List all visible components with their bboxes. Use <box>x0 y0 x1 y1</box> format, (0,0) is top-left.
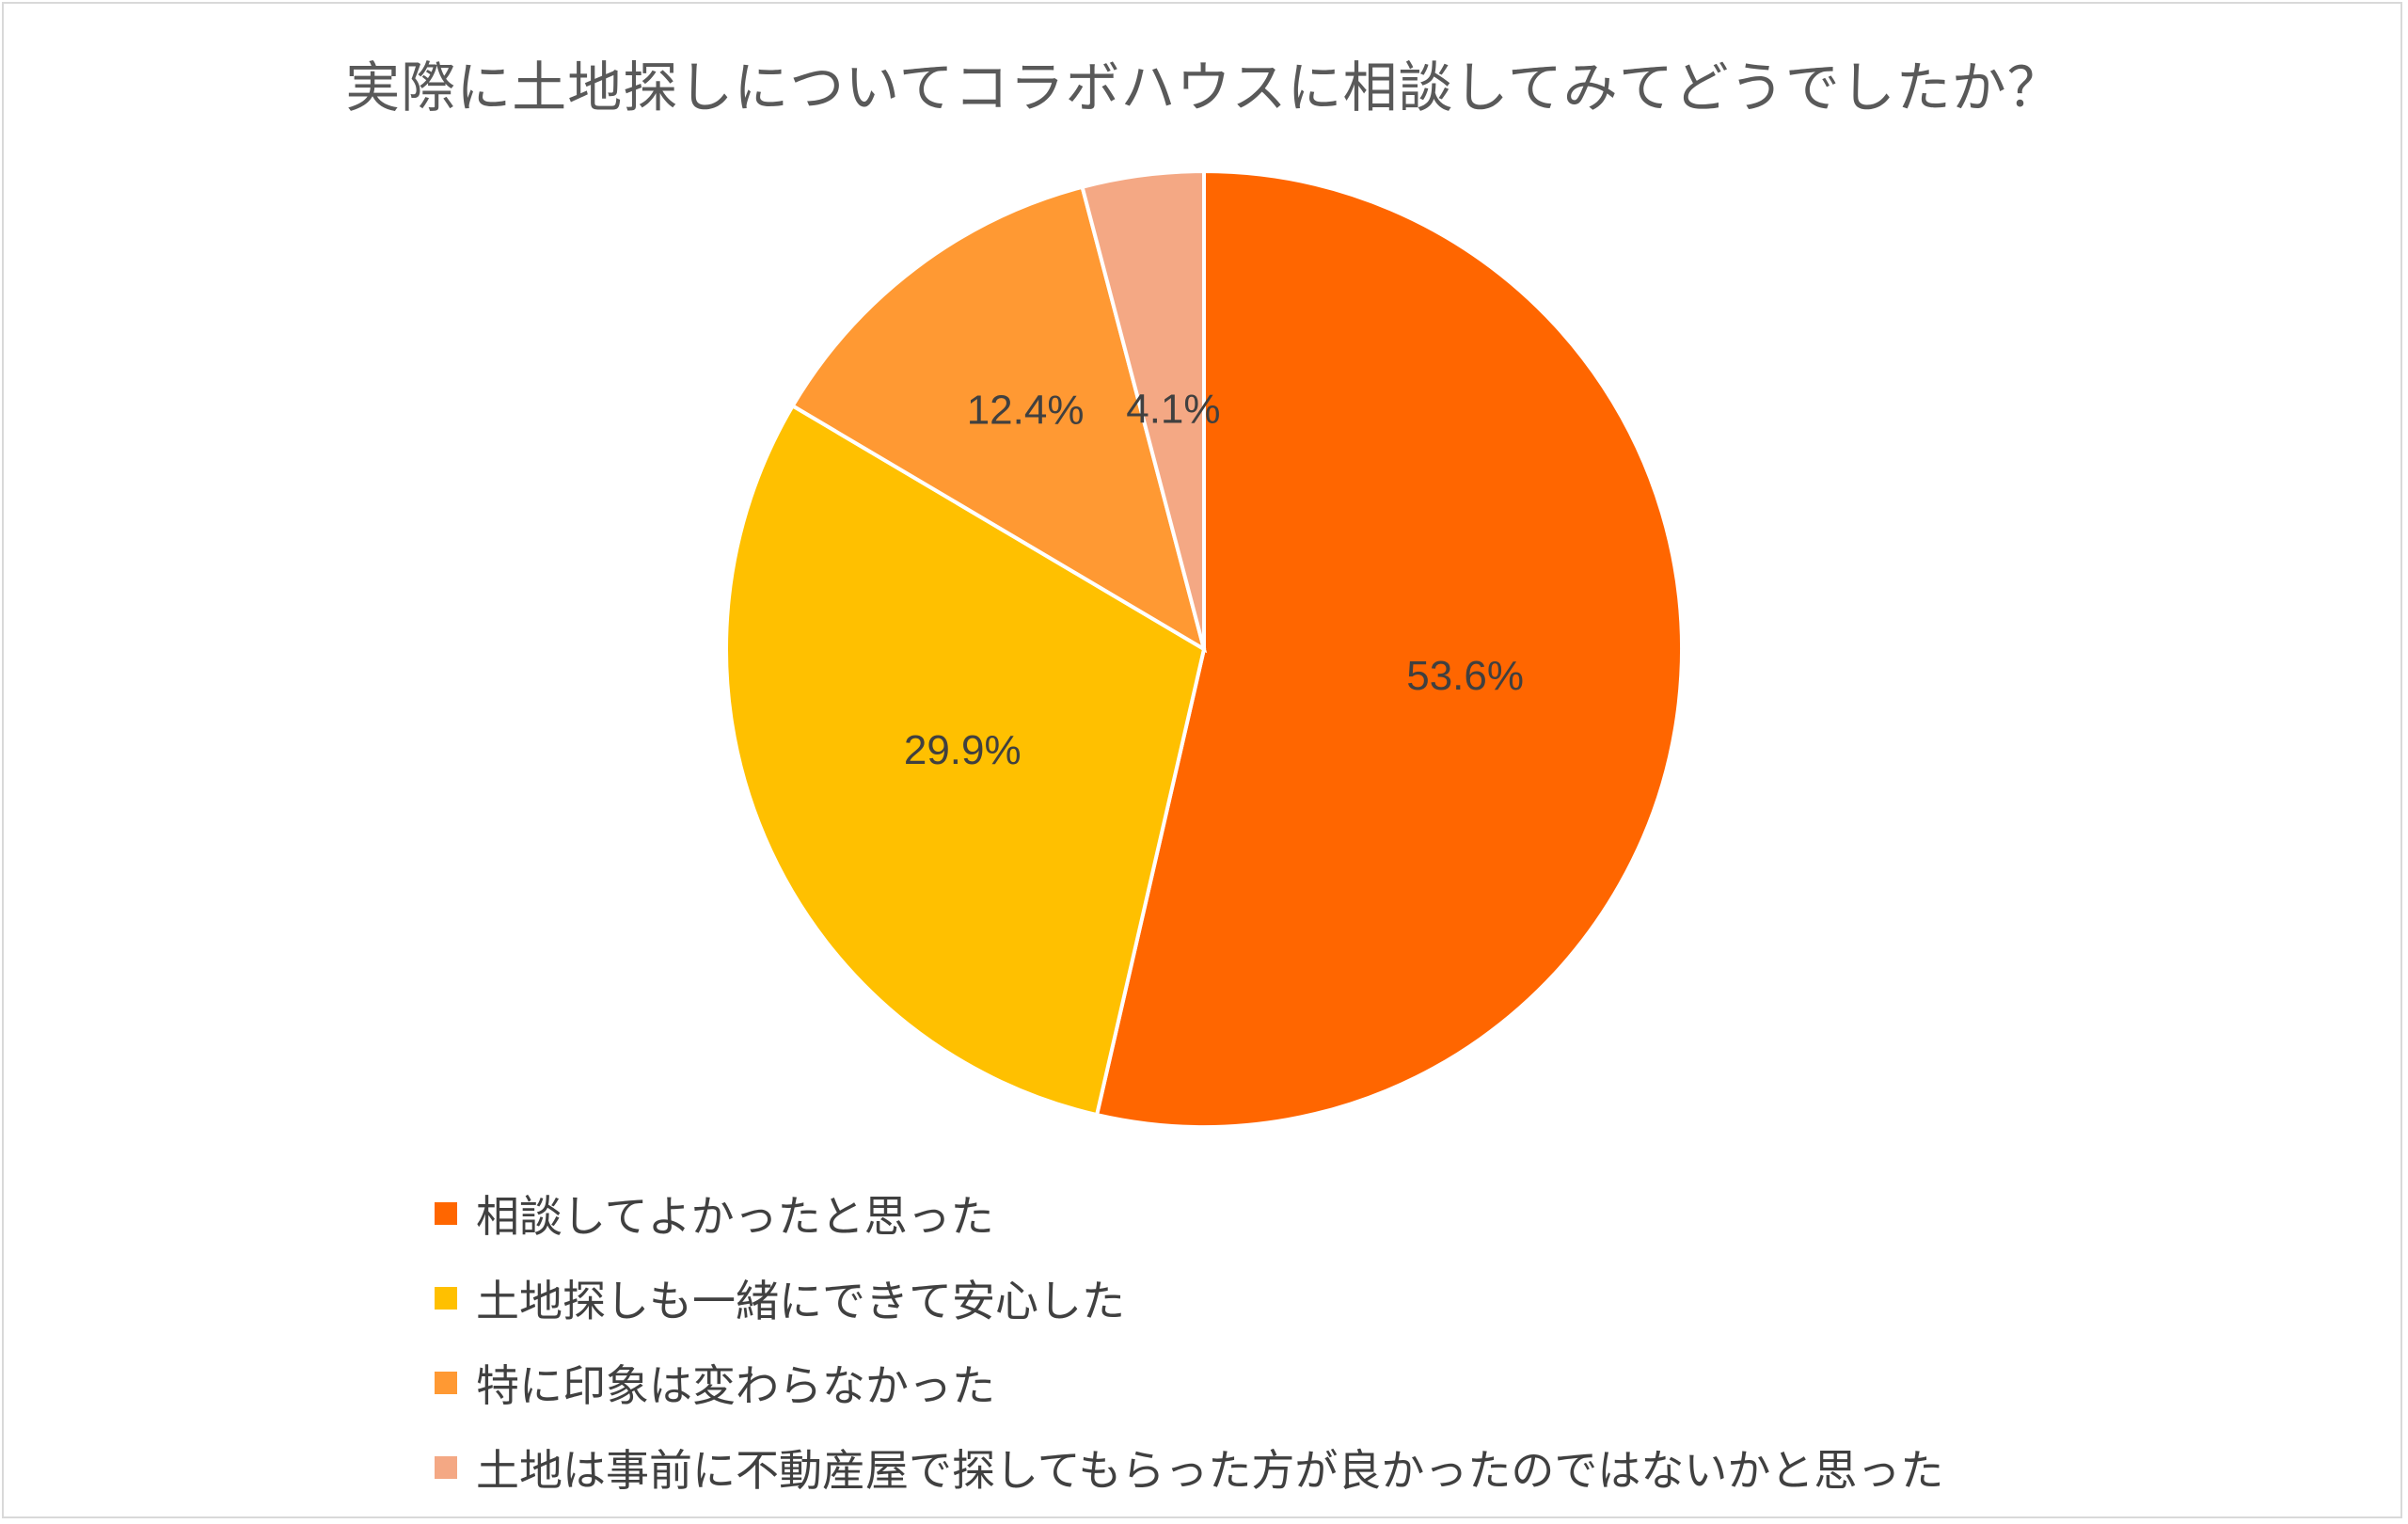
legend-item: 土地は事前に不動産屋で探してもらった方が良かったのではないかと思った <box>435 1425 1943 1510</box>
legend-item: 特に印象は変わらなかった <box>435 1341 1943 1425</box>
legend-swatch <box>435 1287 457 1310</box>
legend-label: 土地は事前に不動産屋で探してもらった方が良かったのではないかと思った <box>476 1445 1944 1496</box>
legend-item: 土地探しも一緒にできて安心した <box>435 1256 1943 1341</box>
slice-data-label: 4.1% <box>1126 387 1220 433</box>
legend-label: 特に印象は変わらなかった <box>476 1360 995 1411</box>
legend: 相談してよかったと思った 土地探しも一緒にできて安心した 特に印象は変わらなかっ… <box>435 1171 1943 1510</box>
slice-data-label: 12.4% <box>967 387 1085 433</box>
slice-data-label: 53.6% <box>1406 653 1524 699</box>
slice-data-label: 29.9% <box>904 727 1022 773</box>
legend-label: 相談してよかったと思った <box>476 1191 994 1242</box>
pie-slice <box>790 184 1208 654</box>
legend-swatch <box>435 1372 457 1394</box>
legend-swatch <box>435 1202 457 1225</box>
chart-title: 実際に土地探しについてコラボハウスに相談してみてどうでしたか？ <box>345 56 2063 119</box>
legend-item: 相談してよかったと思った <box>435 1171 1943 1256</box>
legend-swatch <box>435 1456 457 1479</box>
pie-slice <box>1094 168 1684 1129</box>
pie-slice <box>1080 168 1206 650</box>
pie-slice <box>724 403 1207 1118</box>
legend-label: 土地探しも一緒にできて安心した <box>476 1276 1125 1326</box>
